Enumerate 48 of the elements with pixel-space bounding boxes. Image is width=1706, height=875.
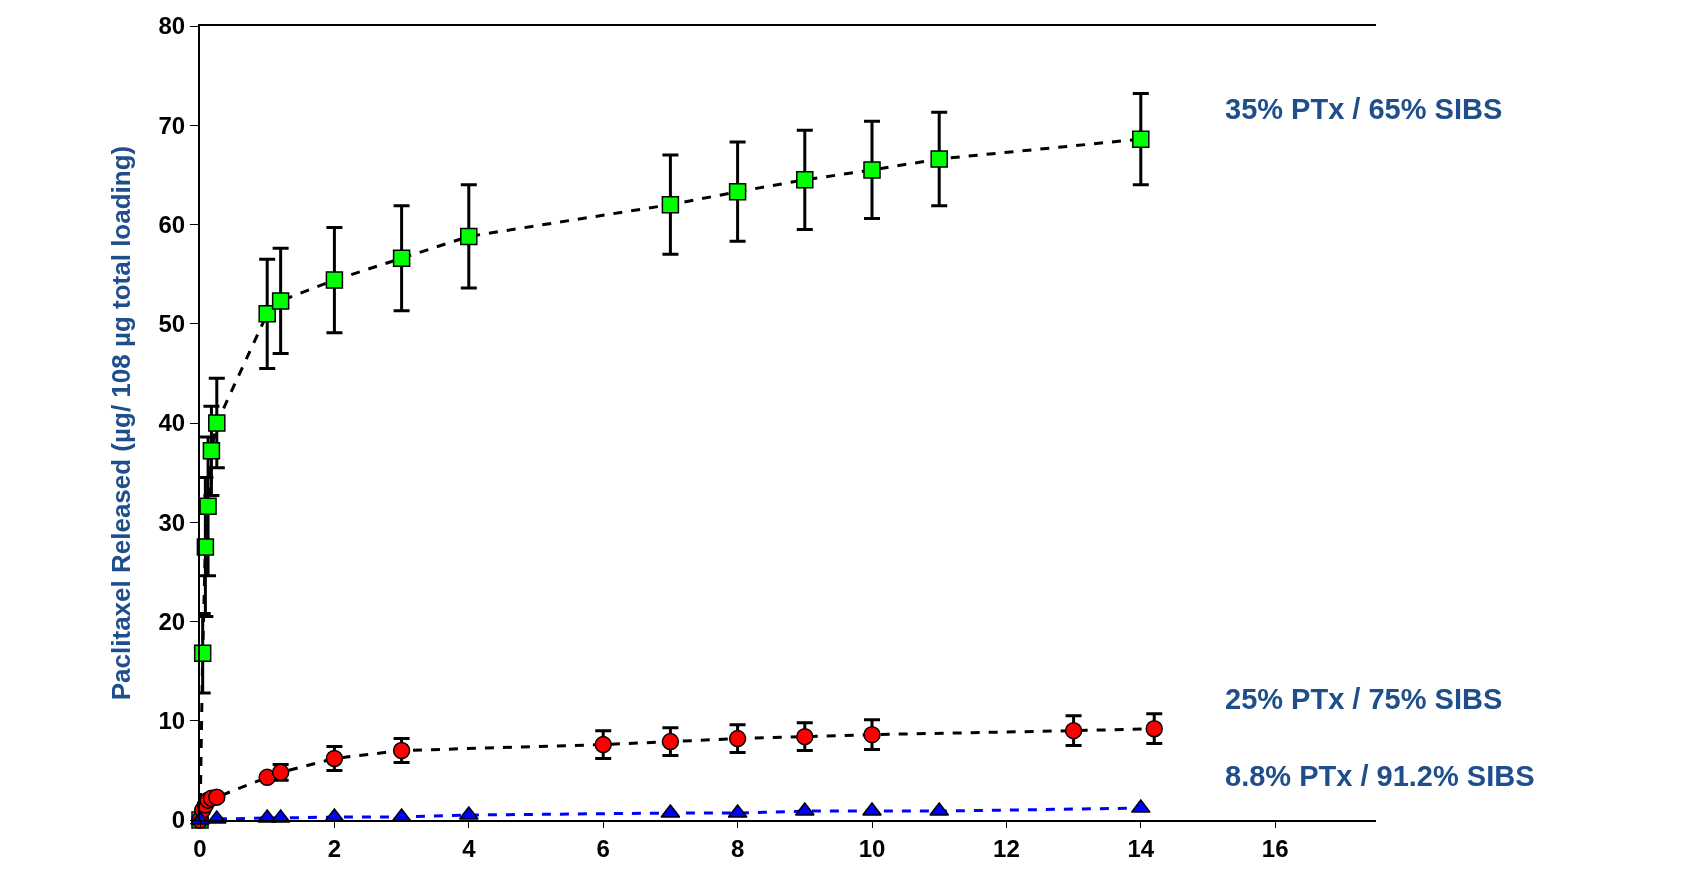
point xyxy=(460,227,478,246)
y-tick-label: 40 xyxy=(158,409,186,437)
y-tick-label: 70 xyxy=(158,111,186,139)
point xyxy=(661,195,680,214)
point xyxy=(594,735,612,754)
point xyxy=(728,183,747,201)
y-axis-title: Paclitaxel Released (µg/ 108 µg total loading) xyxy=(106,145,137,701)
y-tick-label: 10 xyxy=(158,707,186,735)
point xyxy=(208,414,226,432)
point xyxy=(392,249,411,267)
point xyxy=(1145,719,1163,738)
point xyxy=(796,171,814,189)
point xyxy=(258,768,276,787)
point xyxy=(202,442,221,460)
y-tick-label: 30 xyxy=(158,508,186,536)
point xyxy=(863,725,881,744)
point xyxy=(930,150,948,168)
point xyxy=(796,727,814,746)
x-tick-label: 0 xyxy=(193,834,207,862)
point xyxy=(271,292,290,310)
x-tick-label: 12 xyxy=(993,834,1020,862)
y-tick-label: 60 xyxy=(158,210,186,238)
y-tick-label: 50 xyxy=(158,310,186,338)
point xyxy=(728,729,747,748)
x-tick-label: 6 xyxy=(596,834,610,862)
point xyxy=(325,271,344,289)
point xyxy=(661,732,680,751)
x-tick-label: 2 xyxy=(327,834,342,862)
point xyxy=(863,161,881,179)
text: 8.8% PTx / 91.2% SIBS xyxy=(1225,760,1535,792)
point xyxy=(1132,130,1150,148)
text: 35% PTx / 65% SIBS xyxy=(1225,93,1503,125)
point xyxy=(325,749,344,768)
point xyxy=(258,305,276,323)
y-tick-label: 0 xyxy=(171,806,186,834)
point xyxy=(862,802,882,816)
y-tick-label: 80 xyxy=(158,12,186,40)
x-tick-label: 10 xyxy=(858,834,886,862)
point xyxy=(199,497,217,516)
x-tick-label: 14 xyxy=(1127,834,1155,862)
x-tick-label: 4 xyxy=(462,834,477,862)
text: 25% PTx / 75% SIBS xyxy=(1225,683,1503,715)
y-tick-label: 20 xyxy=(158,607,186,635)
x-tick-label: 8 xyxy=(730,834,745,862)
point xyxy=(392,741,411,760)
point xyxy=(1064,721,1083,740)
x-tick-label: 16 xyxy=(1261,834,1289,862)
point xyxy=(208,788,226,806)
